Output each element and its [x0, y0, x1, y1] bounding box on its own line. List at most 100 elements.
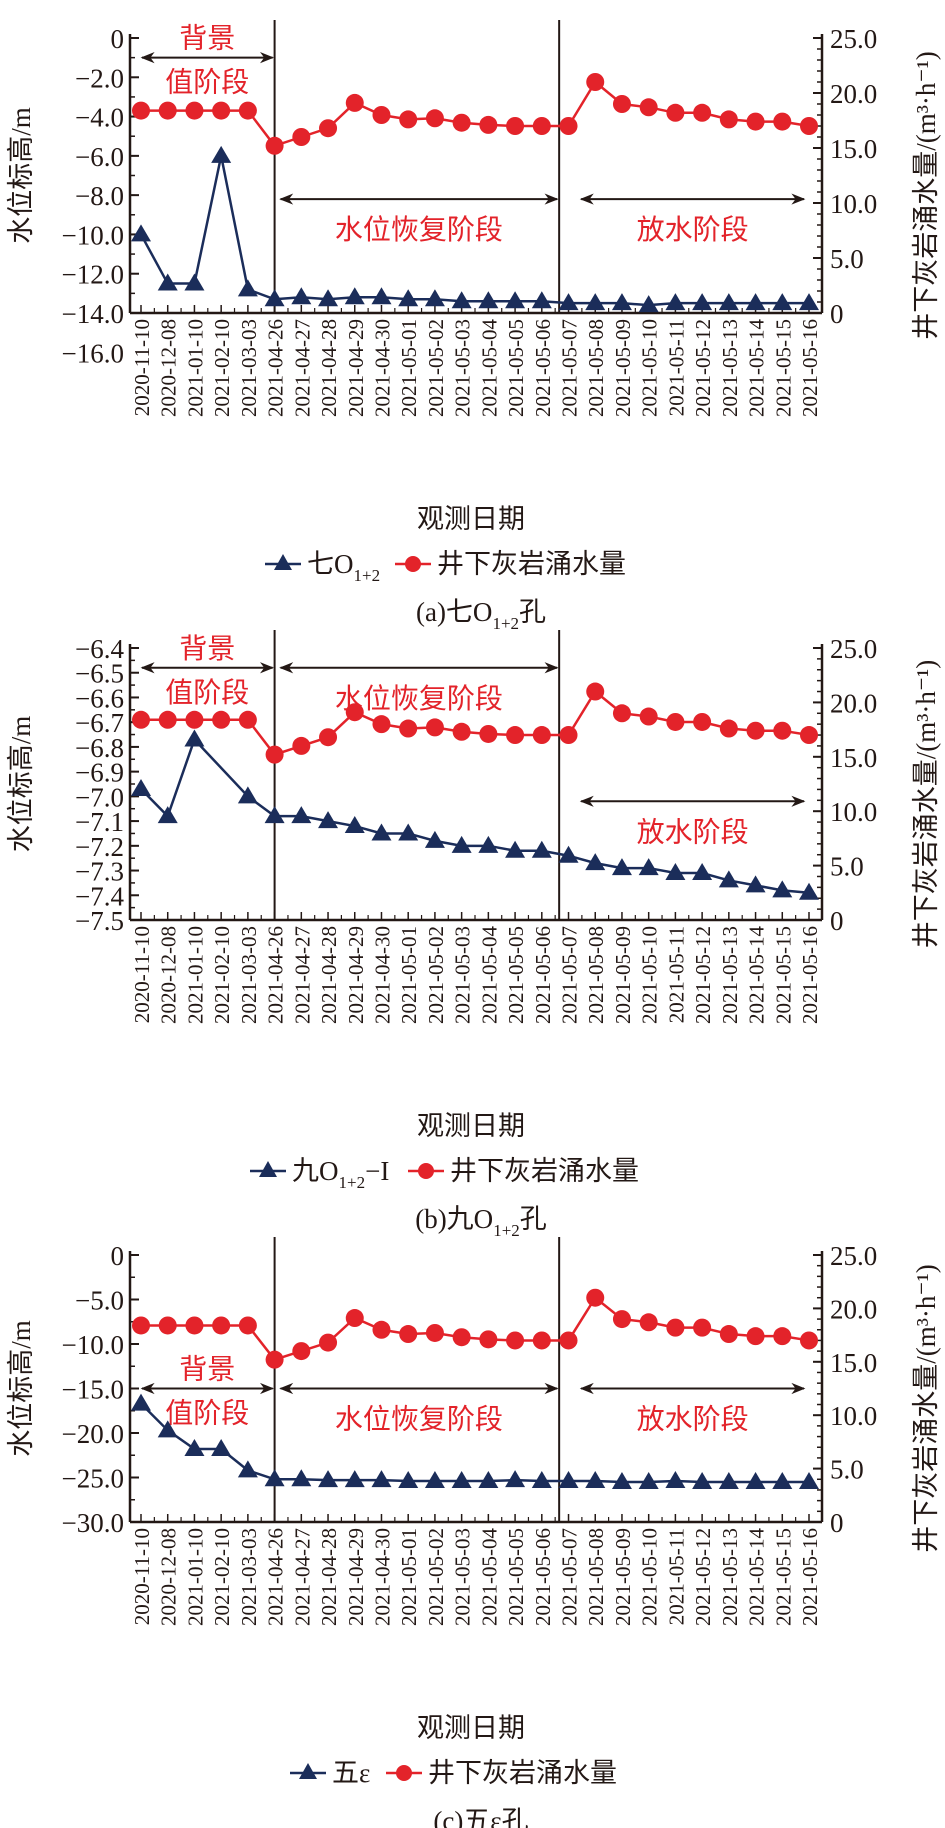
caption-sub: 1+2: [492, 614, 519, 633]
x-axis-title: 观测日期: [417, 1111, 525, 1141]
water-level-point: [478, 835, 499, 853]
x-tick-label: 2021-05-02: [424, 1528, 448, 1626]
caption-suffix: 孔: [519, 597, 546, 627]
left-tick-label: −16.0: [62, 338, 124, 368]
x-tick-label: 2021-05-11: [664, 926, 688, 1023]
x-tick-label: 2021-05-07: [558, 319, 582, 417]
x-tick-label: 2021-04-30: [370, 1528, 394, 1626]
water-level-point: [131, 1393, 151, 1411]
water-level-point: [211, 145, 232, 163]
right-tick-label: 5.0: [830, 1455, 864, 1485]
x-tick-label: 2021-05-05: [504, 319, 528, 417]
x-tick-label: 2021-02-10: [210, 1528, 234, 1626]
inflow-point: [372, 715, 391, 734]
x-tick-label: 2021-02-10: [210, 926, 234, 1024]
inflow-point: [746, 1327, 765, 1346]
left-tick-label: −25.0: [62, 1464, 124, 1494]
right-tick-label: 25.0: [830, 24, 877, 54]
inflow-point: [693, 712, 712, 731]
inflow-point: [345, 703, 364, 722]
stage-label: 背景: [179, 633, 235, 665]
inflow-point: [345, 1309, 364, 1328]
x-tick-label: 2021-05-14: [745, 319, 769, 417]
inflow-point: [532, 117, 551, 135]
legend-triangle-icon: [259, 1161, 277, 1177]
legend-circle-icon: [405, 556, 421, 572]
inflow-point: [719, 719, 738, 738]
right-tick-label: 10.0: [830, 189, 877, 219]
inflow-point: [158, 1316, 177, 1335]
inflow-point: [506, 117, 525, 135]
inflow-point: [506, 1331, 525, 1350]
inflow-point: [639, 707, 658, 726]
inflow-point: [559, 726, 578, 745]
stage-label: 值阶段: [165, 677, 249, 709]
right-tick-label: 15.0: [830, 1348, 877, 1378]
x-tick-label: 2021-05-14: [745, 1528, 769, 1626]
water-level-point: [237, 1460, 258, 1478]
legend-circle-icon: [396, 1765, 412, 1781]
x-tick-label: 2021-05-10: [638, 1528, 662, 1626]
water-level-point: [665, 863, 686, 881]
inflow-point: [773, 1327, 792, 1346]
water-level-point: [638, 858, 659, 876]
legend-label-inflow: 井下灰岩涌水量: [437, 549, 626, 579]
stage-label: 背景: [179, 1354, 235, 1386]
x-tick-label: 2021-05-04: [477, 1528, 501, 1626]
left-tick-label: −12.0: [62, 260, 124, 290]
inflow-point: [719, 110, 738, 129]
inflow-point: [612, 704, 631, 723]
x-tick-label: 2021-05-16: [798, 319, 822, 417]
water-level-point: [531, 840, 552, 858]
water-level-point: [745, 875, 766, 893]
right-tick-label: 0: [830, 906, 844, 936]
water-level-point: [237, 786, 258, 804]
x-tick-label: 2021-05-14: [745, 926, 769, 1024]
stage-label: 水位恢复阶段: [335, 1404, 503, 1436]
water-level-point: [799, 293, 819, 311]
x-tick-label: 2021-04-27: [290, 926, 314, 1024]
water-level-point: [638, 295, 659, 313]
left-tick-label: −5.0: [75, 1286, 124, 1316]
inflow-point: [158, 710, 177, 729]
left-tick-label: −14.0: [62, 299, 124, 329]
water-level-point: [531, 291, 552, 309]
inflow-point: [292, 1342, 311, 1361]
left-tick-label: −2.0: [75, 63, 124, 93]
caption-prefix: (a)七O: [416, 597, 492, 627]
x-tick-label: 2021-05-02: [424, 319, 448, 417]
water-level-point: [131, 778, 151, 796]
inflow-point: [479, 115, 498, 134]
legend-label-sub: 1+2: [354, 566, 381, 585]
panel-c: 0 −5.0 −10.0 −15.0 −20.0 −25.0 −30.0 25.0 20.0 15…: [6, 1237, 941, 1828]
x-tick-label: 2021-05-09: [611, 926, 635, 1024]
x-tick-label: 2021-04-28: [317, 926, 341, 1024]
water-level-point: [264, 1469, 285, 1487]
inflow-point: [399, 1325, 418, 1344]
legend-label-main: 五ε: [332, 1758, 370, 1788]
inflow-point: [800, 726, 818, 745]
x-tick-label: 2021-05-10: [638, 319, 662, 417]
water-level-point: [585, 293, 606, 311]
water-level-point: [531, 1471, 552, 1489]
right-tick-label: 20.0: [830, 79, 877, 109]
inflow-point: [506, 726, 525, 745]
inflow-point: [773, 721, 792, 740]
x-tick-label: 2021-05-13: [718, 926, 742, 1024]
water-level-point: [478, 1471, 499, 1489]
inflow-point: [800, 117, 818, 135]
inflow-point: [292, 128, 311, 146]
x-axis-title: 观测日期: [417, 504, 525, 534]
x-tick-label: 2021-05-08: [584, 1528, 608, 1626]
x-tick-label: 2021-04-30: [370, 926, 394, 1024]
right-tick-label: 15.0: [830, 743, 877, 773]
x-tick-label: 2021-05-01: [397, 1528, 421, 1626]
left-tick-label: −20.0: [62, 1419, 124, 1449]
x-tick-label: 2021-01-10: [183, 1528, 207, 1626]
x-tick-label: 2021-05-15: [771, 926, 795, 1024]
x-tick-label: 2021-05-07: [558, 926, 582, 1024]
y-right-title: 井下灰岩涌水量/(m³·h⁻¹): [911, 1264, 941, 1552]
stage-label: 值阶段: [165, 67, 249, 99]
inflow-point: [479, 1330, 498, 1349]
water-level-point: [718, 870, 739, 888]
